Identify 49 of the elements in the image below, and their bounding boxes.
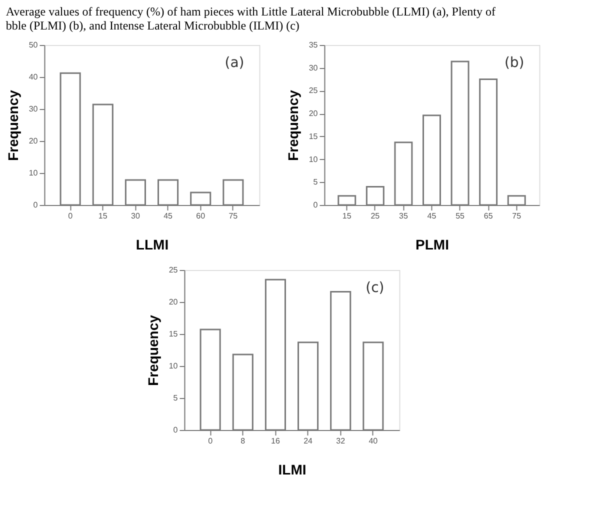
y-axis-title: Frequency [144,314,161,386]
x-tick-label: 60 [196,212,206,220]
annotation: (b) [504,55,524,71]
y-tick-label: 10 [308,154,318,164]
x-tick-label: 15 [98,212,108,220]
y-tick-label: 0 [313,200,318,210]
y-tick-label: 15 [168,330,178,338]
x-tick-label: 0 [68,212,74,220]
y-tick-label: 25 [168,266,178,274]
x-tick-label: 8 [240,436,246,446]
y-tick-label: 0 [173,426,178,434]
y-tick-label: 20 [308,109,318,118]
x-tick-label: 24 [304,436,314,446]
x-tick-label: 35 [399,212,408,220]
x-tick-label: 65 [484,212,494,220]
x-tick-label: 40 [368,436,378,446]
x-axis-title: PLMI [416,236,449,252]
y-tick-label: 35 [308,40,318,50]
y-tick-label: 25 [308,86,318,96]
x-tick-label: 45 [164,212,174,220]
y-tick-label: 15 [308,132,318,141]
y-tick-label: 40 [28,72,38,82]
y-tick-label: 0 [33,200,38,210]
annotation: (c) [366,280,384,296]
x-tick-label: 15 [342,212,352,220]
y-tick-label: 10 [28,168,38,178]
y-axis-title: Frequency [4,90,21,161]
x-axis-title: ILMI [278,462,306,478]
x-tick-label: 32 [336,436,346,446]
y-tick-label: 5 [173,394,178,402]
y-tick-label: 5 [313,178,318,187]
y-tick-label: 20 [28,136,38,146]
x-tick-label: 0 [208,436,214,446]
x-tick-label: 45 [427,212,437,220]
y-tick-label: 50 [28,40,38,50]
chart-title: Average values of frequency (%) of ham pieces with Little Lateral Microbubble (LLMI) (a), Plenty of bble (PLMI) (b), and Intense Lateral Microbubble (ILMI) (c) [6,4,496,32]
x-tick-label: 55 [456,212,466,220]
y-tick-label: 30 [28,104,38,114]
x-tick-label: 16 [271,436,280,446]
y-tick-label: 20 [168,298,178,306]
y-tick-label: 10 [168,362,178,370]
x-axis-title: LLMI [136,236,169,252]
x-tick-label: 30 [131,212,140,220]
x-tick-label: 75 [228,212,238,220]
x-tick-label: 75 [512,212,522,220]
y-tick-label: 30 [308,63,318,72]
annotation: (a) [224,55,244,71]
y-axis-title: Frequency [284,90,301,161]
x-tick-label: 25 [370,212,380,220]
